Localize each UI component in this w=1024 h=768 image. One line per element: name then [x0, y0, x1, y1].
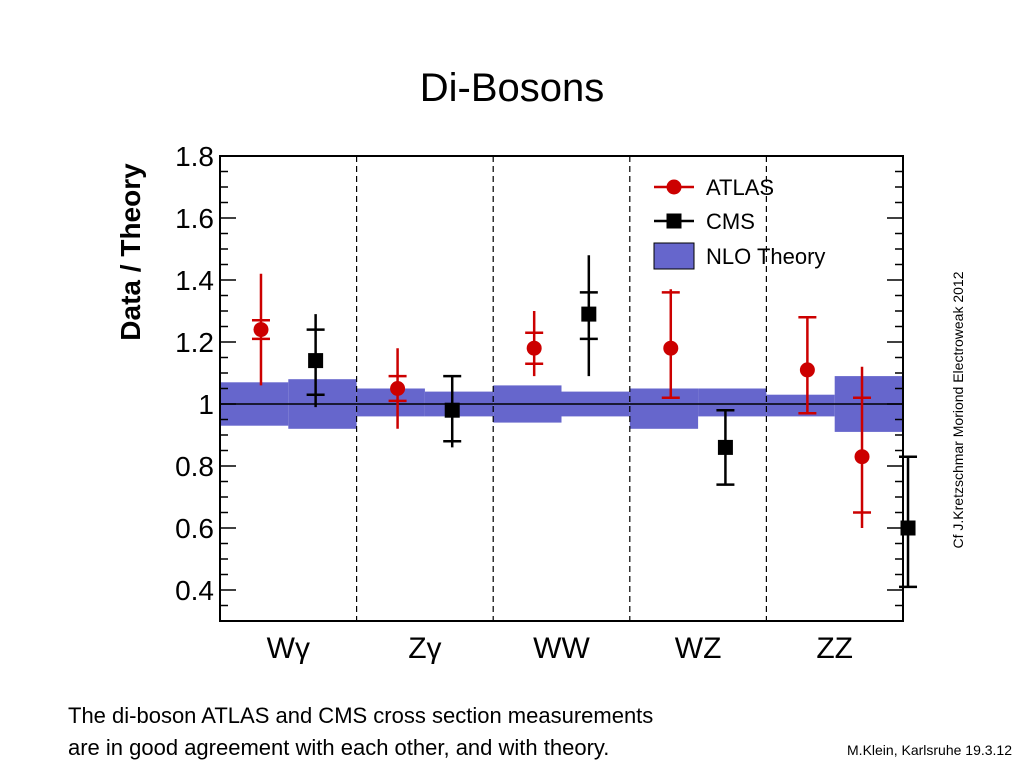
y-tick-label: 0.4 — [175, 575, 214, 606]
legend: ATLAS CMS NLO Theory — [653, 175, 825, 270]
caption: The di-boson ATLAS and CMS cross section… — [68, 700, 788, 764]
y-tick-label: 1 — [198, 389, 214, 420]
y-tick-label: 0.8 — [175, 451, 214, 482]
x-category-label: ZZ — [816, 632, 853, 665]
cms-marker — [444, 402, 460, 418]
legend-label: NLO Theory — [706, 244, 825, 269]
footer-note: M.Klein, Karlsruhe 19.3.12 — [847, 742, 1012, 758]
atlas-point — [853, 366, 872, 528]
atlas-marker — [854, 449, 870, 465]
slide-title: Di-Bosons — [419, 66, 605, 110]
theory-band-segment — [356, 388, 425, 417]
y-tick-label: 1.8 — [175, 141, 214, 172]
x-category-label: WW — [533, 632, 590, 665]
atlas-point — [388, 348, 407, 429]
atlas-point — [525, 311, 544, 377]
legend-item-cms: CMS — [654, 209, 755, 234]
caption-line-1: The di-boson ATLAS and CMS cross section… — [68, 703, 654, 728]
legend-label: CMS — [706, 209, 755, 234]
y-tick-label: 1.4 — [175, 265, 214, 296]
cms-point — [579, 255, 598, 377]
cms-point — [716, 408, 735, 486]
legend-label: ATLAS — [706, 175, 774, 200]
legend-band-swatch — [653, 242, 695, 270]
cms-point — [899, 455, 918, 589]
theory-band-segment — [766, 394, 835, 417]
theory-band-segment — [629, 388, 699, 429]
cms-marker — [717, 439, 733, 455]
theory-band-segment — [698, 388, 767, 417]
atlas-point — [251, 273, 270, 386]
cms-point — [306, 314, 325, 408]
atlas-marker — [390, 381, 406, 396]
x-category-label: WZ — [675, 632, 722, 665]
axis-ticks: 0.4 0.6 0.8 1 1.2 1.4 1.6 1.8 Wγ Zγ WW WZ ZZ — [175, 141, 903, 665]
atlas-point — [661, 289, 680, 400]
caption-line-2: are in good agreement with each other, a… — [68, 735, 610, 760]
legend-item-nlo-theory: NLO Theory — [653, 242, 825, 270]
credit-note: Cf J.Kretzschmar Moriond Electroweak 201… — [950, 271, 966, 549]
x-category-label: Wγ — [267, 632, 310, 665]
legend-item-atlas: ATLAS — [654, 175, 774, 200]
y-tick-label: 0.6 — [175, 513, 214, 544]
y-tick-label: 1.6 — [175, 203, 214, 234]
cms-marker — [308, 353, 324, 369]
data-points-layer — [251, 255, 918, 589]
cms-marker — [900, 520, 916, 536]
atlas-point — [798, 315, 817, 415]
cms-marker — [581, 306, 597, 322]
atlas-marker — [253, 322, 269, 338]
cms-point — [443, 374, 462, 448]
atlas-marker — [526, 340, 542, 356]
legend-circle-marker — [666, 179, 682, 195]
atlas-marker — [799, 362, 815, 378]
x-category-label: Zγ — [408, 632, 441, 665]
y-axis-label: Data / Theory — [115, 163, 146, 341]
atlas-marker — [663, 340, 679, 356]
y-tick-label: 1.2 — [175, 327, 214, 358]
legend-square-marker — [666, 213, 682, 229]
